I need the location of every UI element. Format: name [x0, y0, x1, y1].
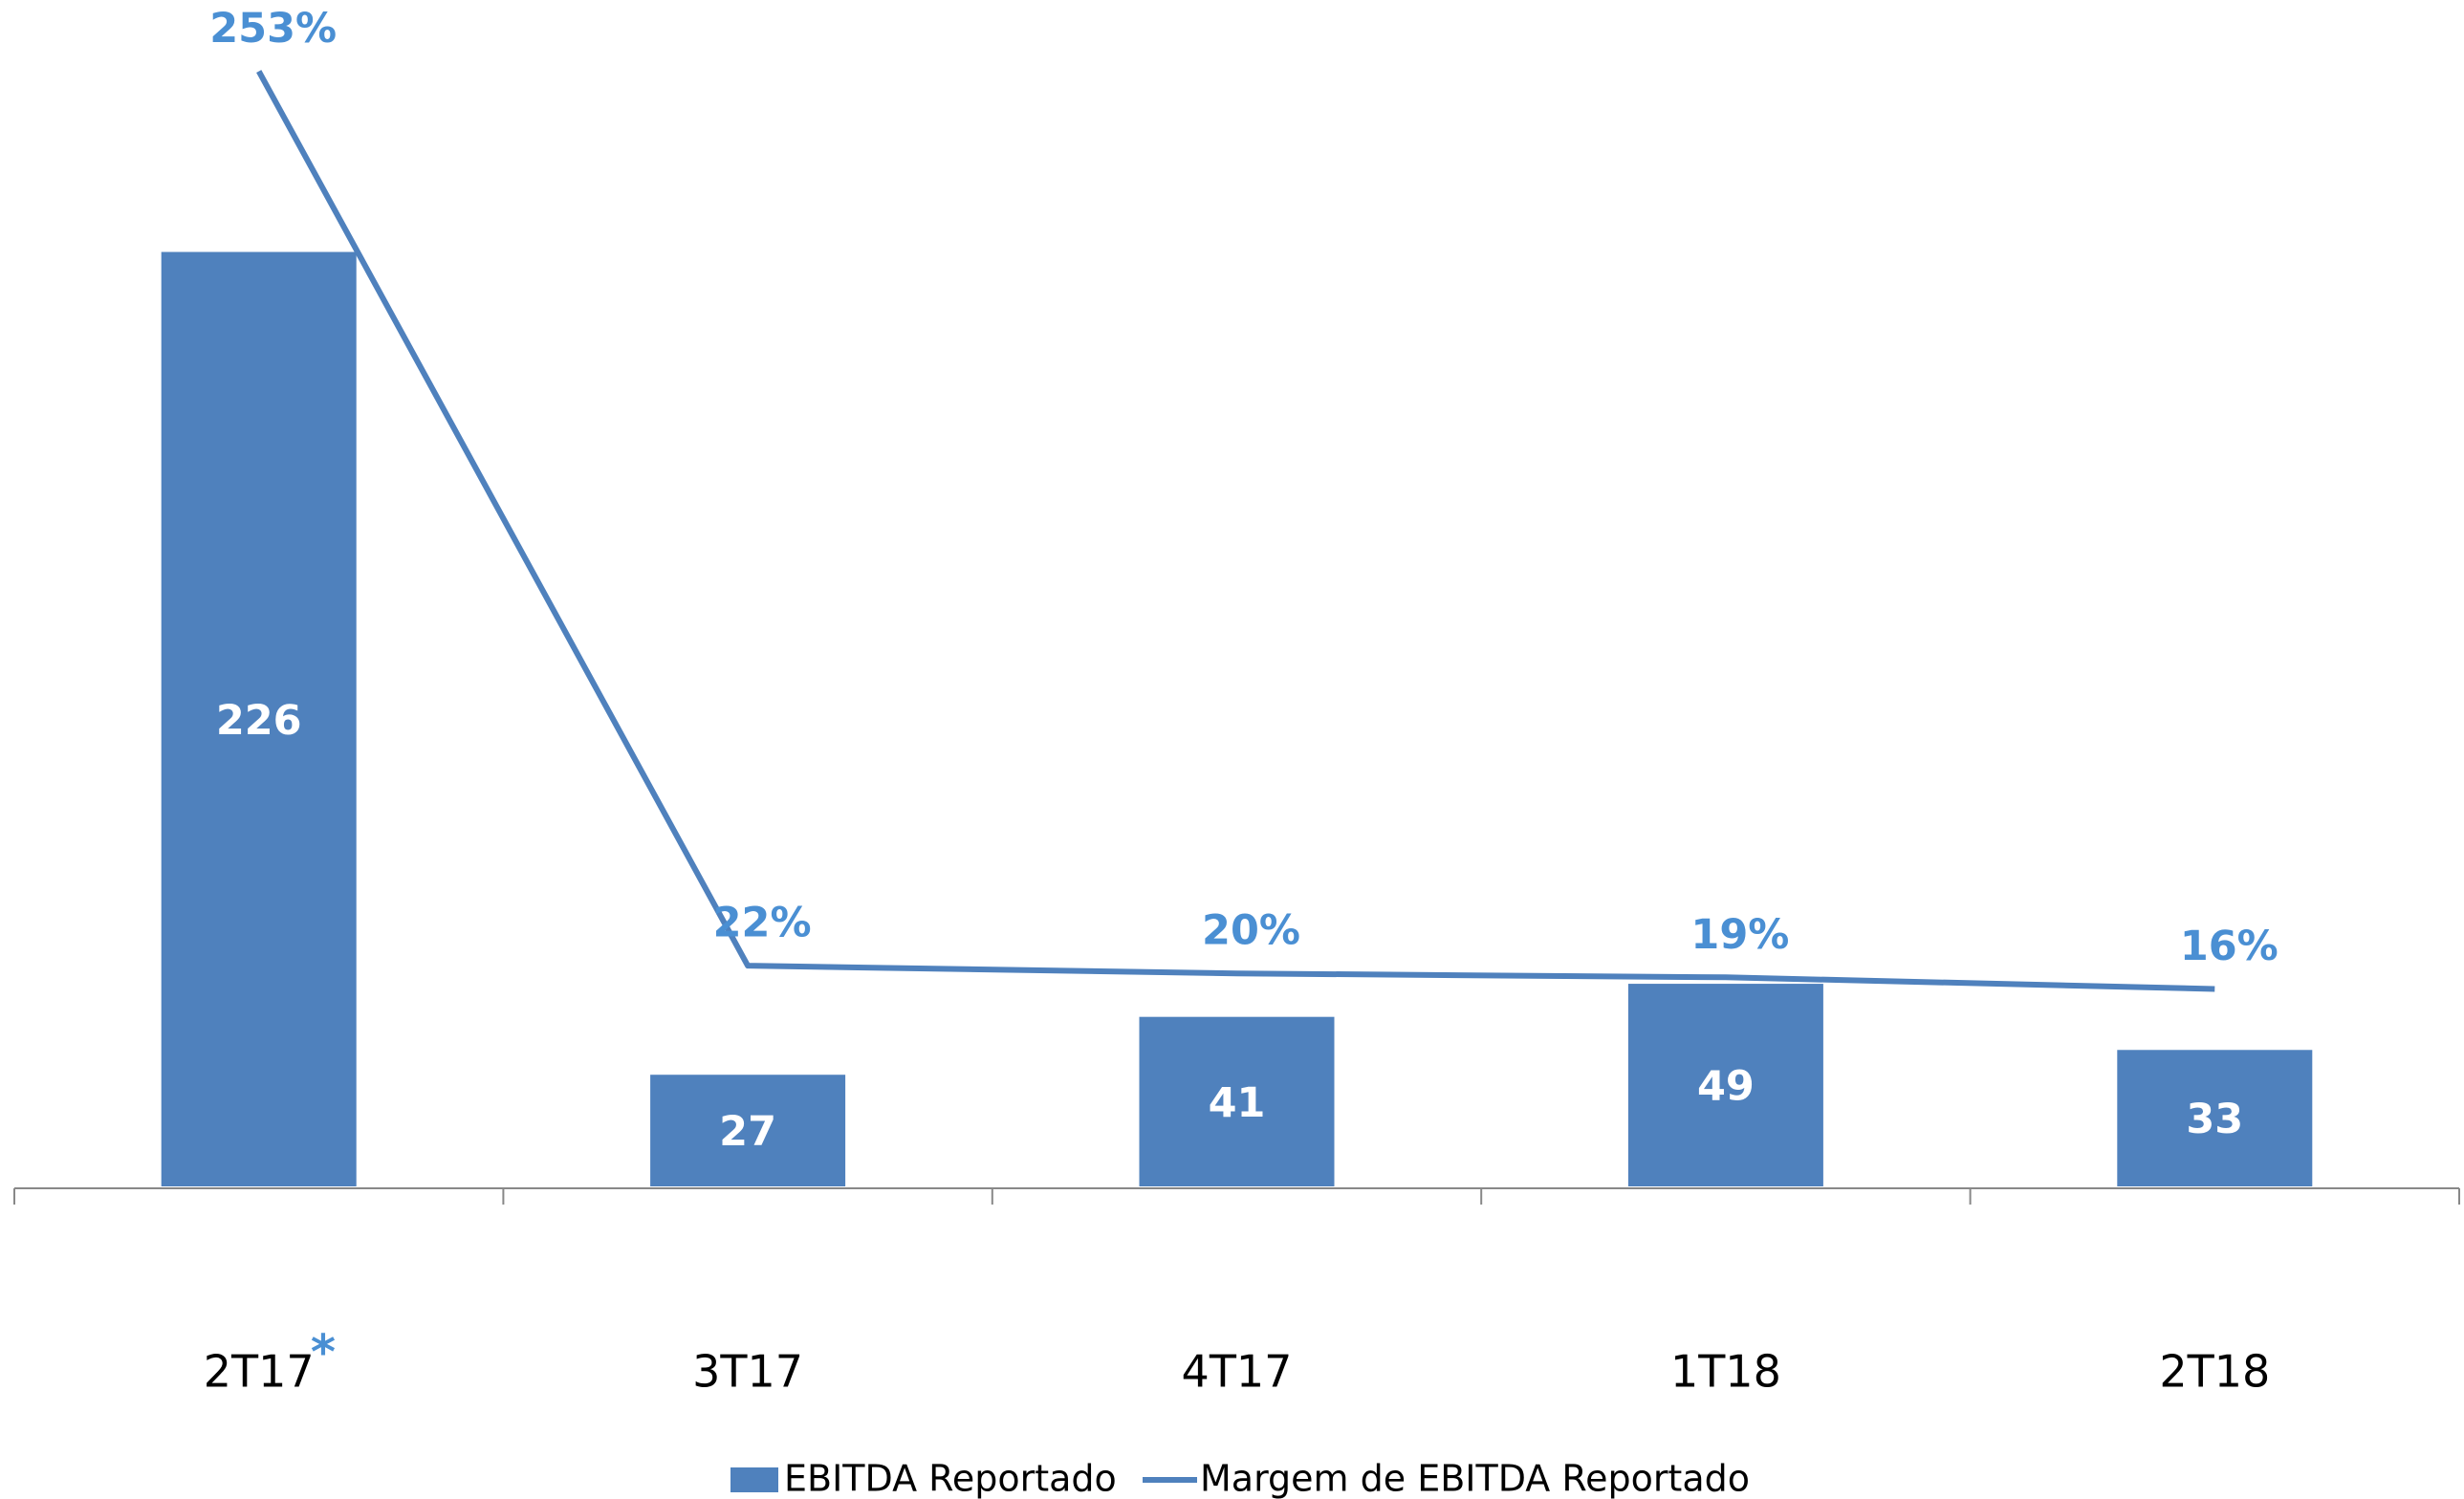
bar-value-label: 41	[1209, 1079, 1266, 1127]
x-tick-label: 4T17	[1182, 1346, 1293, 1398]
x-tick-label: 3T17	[692, 1346, 803, 1398]
legend-label: EBITDA Reportado	[784, 1458, 1117, 1499]
bar	[161, 251, 357, 1186]
bar	[650, 1075, 846, 1186]
line-value-label: 16%	[2180, 923, 2279, 970]
bar-value-label: 226	[216, 697, 302, 745]
x-tick-label: 1T18	[1670, 1346, 1781, 1398]
line	[256, 70, 2215, 992]
legend-label: Margem de EBITDA Reportado	[1200, 1458, 1750, 1499]
bar	[1139, 1016, 1335, 1186]
line-value-label: 22%	[713, 900, 812, 947]
x-tick-label: 2T18	[2159, 1346, 2270, 1398]
annotation: *	[311, 1325, 336, 1380]
bar	[1627, 984, 1823, 1186]
line-value-label: 20%	[1202, 907, 1300, 955]
legend-swatch	[730, 1467, 778, 1492]
line-value-label: 253%	[209, 5, 337, 53]
line-value-label: 19%	[1690, 911, 1789, 959]
bar-value-label: 49	[1697, 1063, 1755, 1111]
bar-value-label: 27	[719, 1108, 776, 1156]
x-tick-label: 2T17	[204, 1346, 315, 1398]
bar-value-label: 33	[2186, 1096, 2243, 1143]
bar	[2117, 1050, 2313, 1186]
